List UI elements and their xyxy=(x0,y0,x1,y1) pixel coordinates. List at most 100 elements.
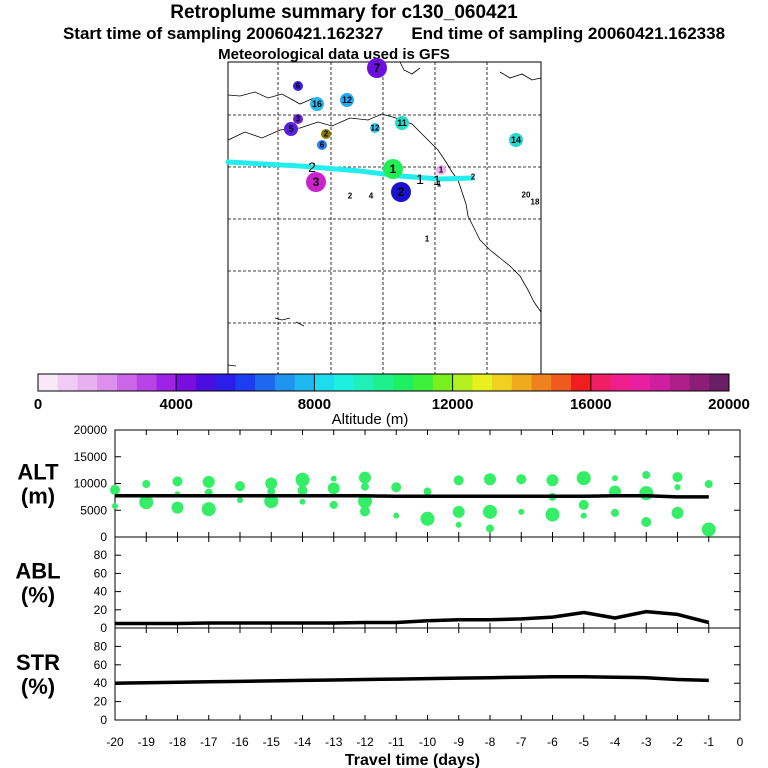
colorbar-tick-label: 12000 xyxy=(432,396,474,413)
colorbar-swatch xyxy=(373,374,394,391)
panel-label-alt: ALT xyxy=(17,460,59,485)
chart-subtitle: Start time of sampling 20060421.162327 En… xyxy=(10,24,768,44)
y-tick-label: 10000 xyxy=(74,477,108,491)
cluster-marker xyxy=(391,182,411,202)
trajectory-day-label: 2 xyxy=(308,159,316,175)
colorbar-swatch xyxy=(610,374,631,391)
y-tick-label: 5000 xyxy=(80,503,107,517)
y-tick-label: 60 xyxy=(94,658,108,672)
alt-dot xyxy=(578,499,589,510)
colorbar-swatch xyxy=(353,374,375,391)
end-time-text: End time of sampling 20060421.162338 xyxy=(411,24,726,43)
x-tick-label: -6 xyxy=(547,735,558,749)
y-tick-label: 40 xyxy=(94,585,108,599)
panel-frame-str xyxy=(114,627,741,721)
alt-dot xyxy=(358,494,372,509)
y-tick-label: 20 xyxy=(94,603,108,617)
alt-dot xyxy=(580,512,587,519)
colorbar-tick-label: 0 xyxy=(34,396,42,413)
cluster-marker xyxy=(367,58,387,78)
x-tick-label: -7 xyxy=(516,735,527,749)
x-tick-label: -9 xyxy=(453,735,464,749)
alt-dot xyxy=(453,475,464,486)
trajectory-day-label: 1 xyxy=(433,172,441,188)
cluster-marker xyxy=(306,172,326,192)
colorbar-swatch xyxy=(590,374,612,391)
x-tick-label: -14 xyxy=(294,735,312,749)
y-tick-label: 0 xyxy=(100,621,107,635)
cluster-marker xyxy=(310,97,324,111)
x-tick-label: -15 xyxy=(263,735,281,749)
coastline xyxy=(499,71,542,81)
alt-dot xyxy=(142,480,151,489)
alt-dot xyxy=(295,472,310,487)
x-tick-label: -16 xyxy=(231,735,249,749)
colorbar-swatch xyxy=(334,374,355,391)
alt-dot xyxy=(393,512,400,519)
coastline xyxy=(227,364,237,367)
panel-unit-str: (%) xyxy=(21,674,55,699)
cluster-label: 7 xyxy=(374,61,381,75)
colorbar-swatch xyxy=(294,374,315,391)
cluster-marker xyxy=(284,122,298,136)
y-tick-label: 40 xyxy=(94,676,108,690)
cluster-label: 6 xyxy=(296,82,301,91)
colorbar-swatch xyxy=(551,374,572,391)
colorbar-swatch xyxy=(709,374,730,391)
alt-dot xyxy=(611,508,619,517)
alt-dot xyxy=(545,507,560,522)
cluster-label: 1 xyxy=(437,180,442,189)
colorbar-swatch xyxy=(77,374,98,391)
colorbar-swatch xyxy=(413,374,434,391)
series-line-str xyxy=(114,675,709,685)
alt-dot xyxy=(112,502,118,509)
colorbar-swatch xyxy=(97,374,118,391)
colorbar-swatch xyxy=(492,374,513,391)
y-tick-label: 80 xyxy=(94,639,108,653)
y-tick-label: 60 xyxy=(94,566,108,580)
panel-unit-alt: (m) xyxy=(21,484,55,509)
alt-dot xyxy=(423,487,432,496)
cluster-label: 11 xyxy=(397,118,407,128)
alt-dot xyxy=(235,481,245,492)
colorbar-swatch xyxy=(472,374,493,391)
cluster-marker xyxy=(317,140,327,150)
cluster-marker xyxy=(370,123,380,133)
alt-dot xyxy=(171,501,184,514)
alt-dot xyxy=(546,474,559,487)
cluster-marker xyxy=(383,159,403,179)
x-tick-label: -17 xyxy=(200,735,218,749)
colorbar-swatch xyxy=(136,374,157,391)
colorbar-swatch xyxy=(452,374,473,391)
colorbar-swatch xyxy=(511,374,533,391)
series-line-alt xyxy=(115,494,709,499)
alt-dot xyxy=(641,517,652,528)
alt-dot xyxy=(361,482,369,491)
alt-dot xyxy=(265,477,278,490)
cluster-label: 2 xyxy=(471,173,476,182)
y-tick-label: 0 xyxy=(100,530,107,544)
colorbar-tick-label: 8000 xyxy=(298,396,331,413)
x-tick-label: -11 xyxy=(388,735,405,749)
colorbar-swatch xyxy=(38,374,59,391)
cluster-label: 4 xyxy=(369,192,374,201)
colorbar-swatch xyxy=(314,374,335,391)
cluster-label: 2 xyxy=(348,192,353,201)
x-tick-label: -20 xyxy=(106,735,124,749)
alt-dot xyxy=(237,497,243,504)
cluster-marker xyxy=(293,114,303,124)
alt-dot xyxy=(701,522,716,537)
colorbar-swatch xyxy=(156,374,177,391)
cluster-marker xyxy=(395,116,409,130)
panel-unit-abl: (%) xyxy=(21,583,55,608)
alt-dot xyxy=(642,470,651,479)
y-tick-label: 20000 xyxy=(74,423,108,437)
alt-dot xyxy=(327,482,340,495)
colorbar-swatch xyxy=(274,374,296,391)
y-tick-label: 15000 xyxy=(74,450,108,464)
alt-dot xyxy=(264,494,279,509)
colorbar-swatch xyxy=(630,374,651,391)
x-tick-label: -4 xyxy=(610,735,621,749)
cluster-label: 1 xyxy=(425,235,430,244)
cluster-label: 12 xyxy=(371,124,380,133)
